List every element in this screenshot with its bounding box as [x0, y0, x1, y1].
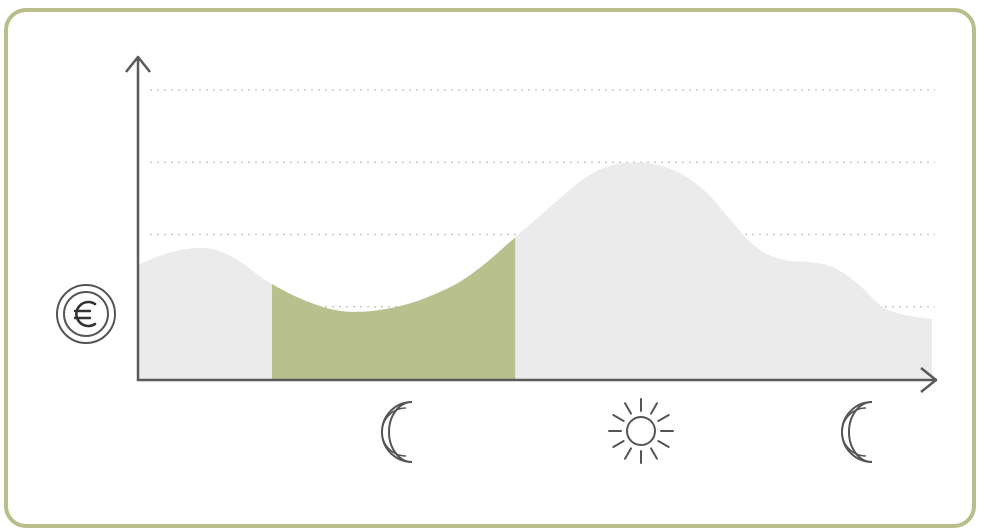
sun-ray [650, 447, 658, 460]
euro-coin-icon [56, 284, 116, 344]
sun-ray [650, 402, 658, 415]
y-axis-arrowhead [125, 55, 151, 73]
sun-ray [657, 414, 670, 422]
tariff-chart [56, 55, 938, 464]
sun-ray [624, 402, 632, 415]
crescent-moon-icon [381, 401, 413, 463]
area-layer [138, 162, 932, 379]
sun-rays [608, 398, 674, 464]
sun-ray [657, 440, 670, 448]
crescent-moon-icon [841, 401, 873, 463]
sun-ray [624, 447, 632, 460]
sun-ray [612, 440, 625, 448]
price-curve-area [138, 162, 932, 379]
x-axis-arrowhead [920, 367, 938, 393]
sun-icon [608, 398, 674, 464]
sun-ray [612, 414, 625, 422]
offpeak-highlight-area [271, 237, 516, 379]
axes [125, 55, 938, 393]
